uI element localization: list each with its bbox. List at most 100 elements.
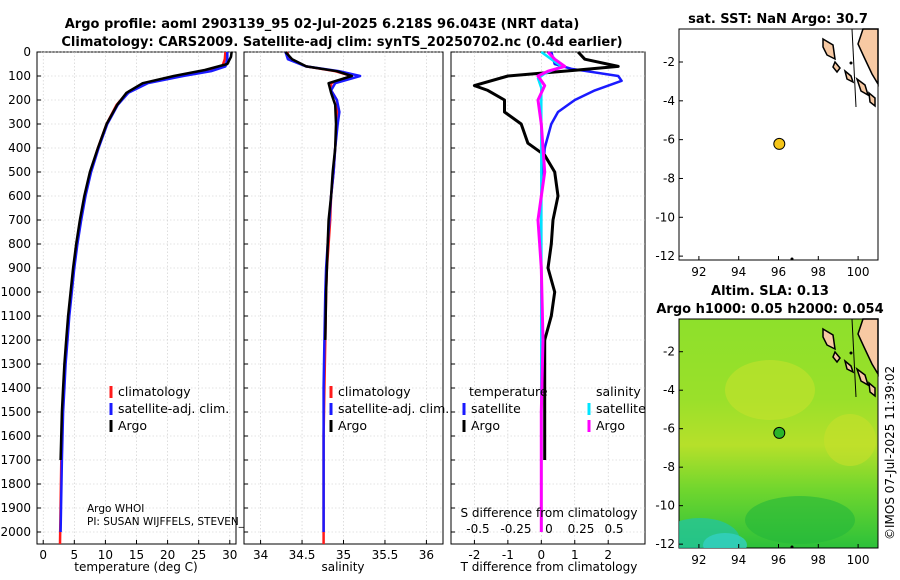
sla-map-ticks: 92 94 96 98 100 -2 -4 -6 -8 -10 -12 bbox=[655, 345, 869, 567]
temperature-x-ticks: 0 5 10 15 20 25 30 bbox=[39, 548, 237, 562]
t-difference-tick-label: 1 bbox=[571, 548, 579, 562]
sst-map-title: sat. SST: NaN Argo: 30.7 bbox=[688, 12, 868, 27]
legend-satellite-label: satellite-adj. clim. bbox=[118, 401, 229, 416]
title-line-2: Climatology: CARS2009. Satellite-adj cli… bbox=[61, 35, 622, 50]
argo-position-marker bbox=[773, 426, 786, 439]
island-dot bbox=[849, 61, 853, 65]
longitude-tick-label: 92 bbox=[691, 553, 706, 567]
s-difference-tick-label: 0 bbox=[545, 522, 553, 536]
longitude-tick-label: 94 bbox=[731, 265, 746, 279]
legend-temperature-header: temperature bbox=[469, 384, 548, 399]
latitude-tick-label: -4 bbox=[663, 94, 675, 108]
difference-x-ticks: -2 -1 0 1 2 bbox=[468, 548, 612, 562]
temperature-tick-label: 0 bbox=[39, 548, 47, 562]
latitude-tick-label: -8 bbox=[663, 171, 675, 185]
pressure-tick-label: 1300 bbox=[0, 357, 31, 371]
legend-s-argo-label: Argo bbox=[596, 418, 625, 433]
island bbox=[822, 327, 836, 351]
salinity-x-ticks: 34 34.5 35 35.5 36 bbox=[253, 548, 434, 562]
latitude-tick-label: -10 bbox=[655, 499, 675, 513]
legend-salinity-header: salinity bbox=[596, 384, 641, 399]
legend-climatology-label: climatology bbox=[338, 384, 411, 399]
temperature-xlabel: temperature (deg C) bbox=[74, 560, 197, 574]
s-difference-tick-label: -0.25 bbox=[500, 522, 531, 536]
latitude-tick-label: -6 bbox=[663, 422, 675, 436]
legend-t-argo-label: Argo bbox=[471, 418, 500, 433]
pressure-tick-label: 1000 bbox=[0, 285, 31, 299]
island bbox=[855, 366, 870, 387]
longitude-tick-label: 92 bbox=[691, 265, 706, 279]
difference-lines bbox=[472, 50, 623, 532]
difference-axes-box bbox=[450, 51, 646, 545]
longitude-tick-label: 98 bbox=[811, 265, 826, 279]
island bbox=[832, 350, 841, 364]
latitude-tick-label: -10 bbox=[655, 210, 675, 224]
imos-watermark: ©IMOS 07-Jul-2025 11:39:02 bbox=[883, 366, 897, 540]
salinity-tick-label: 34.5 bbox=[289, 548, 316, 562]
island-dot bbox=[790, 545, 794, 549]
sst-map-ticks: 92 94 96 98 100 -2 -4 -6 -8 -10 -12 bbox=[655, 55, 869, 279]
s-difference-tick-label: 0.25 bbox=[568, 522, 595, 536]
island-dot bbox=[790, 257, 794, 261]
series-line-argo bbox=[284, 51, 354, 341]
s-difference-tick-label: 0.5 bbox=[604, 522, 623, 536]
legend-s-satellite-label: satellite bbox=[596, 401, 646, 416]
series-line-argo bbox=[59, 51, 233, 461]
pressure-tick-label: 1700 bbox=[0, 453, 31, 467]
temperature-tick-label: 25 bbox=[191, 548, 206, 562]
argo-position-marker bbox=[773, 137, 786, 150]
latitude-tick-label: -12 bbox=[655, 249, 675, 263]
s-difference-tick-label: -0.5 bbox=[466, 522, 489, 536]
argo-note-owner: Argo WHOI bbox=[87, 503, 144, 515]
sla-patch-lowest bbox=[703, 533, 747, 548]
pressure-tick-label: 800 bbox=[8, 237, 31, 251]
pressure-tick-label: 1900 bbox=[0, 501, 31, 515]
pressure-tick-label: 1600 bbox=[0, 429, 31, 443]
t-difference-tick-label: 2 bbox=[604, 548, 612, 562]
latitude-tick-label: -4 bbox=[663, 383, 675, 397]
longitude-tick-label: 100 bbox=[847, 553, 870, 567]
coastline bbox=[851, 28, 857, 108]
temperature-tick-label: 15 bbox=[129, 548, 144, 562]
sla-map-title: Altim. SLA: 0.13 bbox=[711, 284, 829, 299]
sst-map: sat. SST: NaN Argo: 30.7 92 94 96 98 100 -2 -4… bbox=[655, 12, 879, 279]
salinity-tick-label: 35.5 bbox=[372, 548, 399, 562]
coastline-land bbox=[857, 28, 879, 87]
salinity-grid bbox=[244, 51, 443, 544]
pressure-tick-label: 500 bbox=[8, 165, 31, 179]
latitude-tick-label: -12 bbox=[655, 537, 675, 551]
pressure-tick-label: 1100 bbox=[0, 309, 31, 323]
longitude-tick-label: 98 bbox=[811, 553, 826, 567]
pressure-tick-label: 1500 bbox=[0, 405, 31, 419]
latitude-tick-label: -6 bbox=[663, 133, 675, 147]
salinity-difference-tick-labels: -0.5 -0.25 0 0.25 0.5 bbox=[466, 522, 623, 536]
pressure-tick-label: 600 bbox=[8, 189, 31, 203]
salinity-legend: climatology satellite-adj. clim. Argo bbox=[329, 384, 449, 433]
pressure-tick-label: 200 bbox=[8, 93, 31, 107]
salinity-tick-label: 35 bbox=[336, 548, 351, 562]
coastline-land bbox=[857, 318, 879, 377]
difference-legend: temperature salinity satellite Argo sate… bbox=[462, 384, 646, 433]
temperature-tick-label: 20 bbox=[160, 548, 175, 562]
salinity-xlabel: salinity bbox=[321, 560, 364, 574]
pressure-tick-label: 1200 bbox=[0, 333, 31, 347]
argo-note-pi: PI: SUSAN WIJFFELS, STEVEN_ bbox=[87, 516, 245, 528]
pressure-tick-label: 1400 bbox=[0, 381, 31, 395]
longitude-tick-label: 100 bbox=[847, 265, 870, 279]
legend-argo-label: Argo bbox=[338, 418, 367, 433]
t-difference-tick-label: 0 bbox=[537, 548, 545, 562]
longitude-tick-label: 96 bbox=[771, 553, 786, 567]
salinity-lines bbox=[284, 51, 362, 544]
pressure-tick-label: 1800 bbox=[0, 477, 31, 491]
sla-map-patches bbox=[679, 360, 876, 548]
salinity-tick-label: 36 bbox=[419, 548, 434, 562]
island bbox=[822, 37, 836, 61]
t-difference-tick-label: -1 bbox=[502, 548, 514, 562]
longitude-tick-label: 96 bbox=[771, 265, 786, 279]
sla-map-subtitle: Argo h1000: 0.05 h2000: 0.054 bbox=[656, 302, 883, 317]
island bbox=[843, 358, 855, 374]
latitude-tick-label: -8 bbox=[663, 460, 675, 474]
difference-grid bbox=[451, 51, 645, 544]
s-difference-label: S difference from climatology bbox=[461, 506, 638, 520]
